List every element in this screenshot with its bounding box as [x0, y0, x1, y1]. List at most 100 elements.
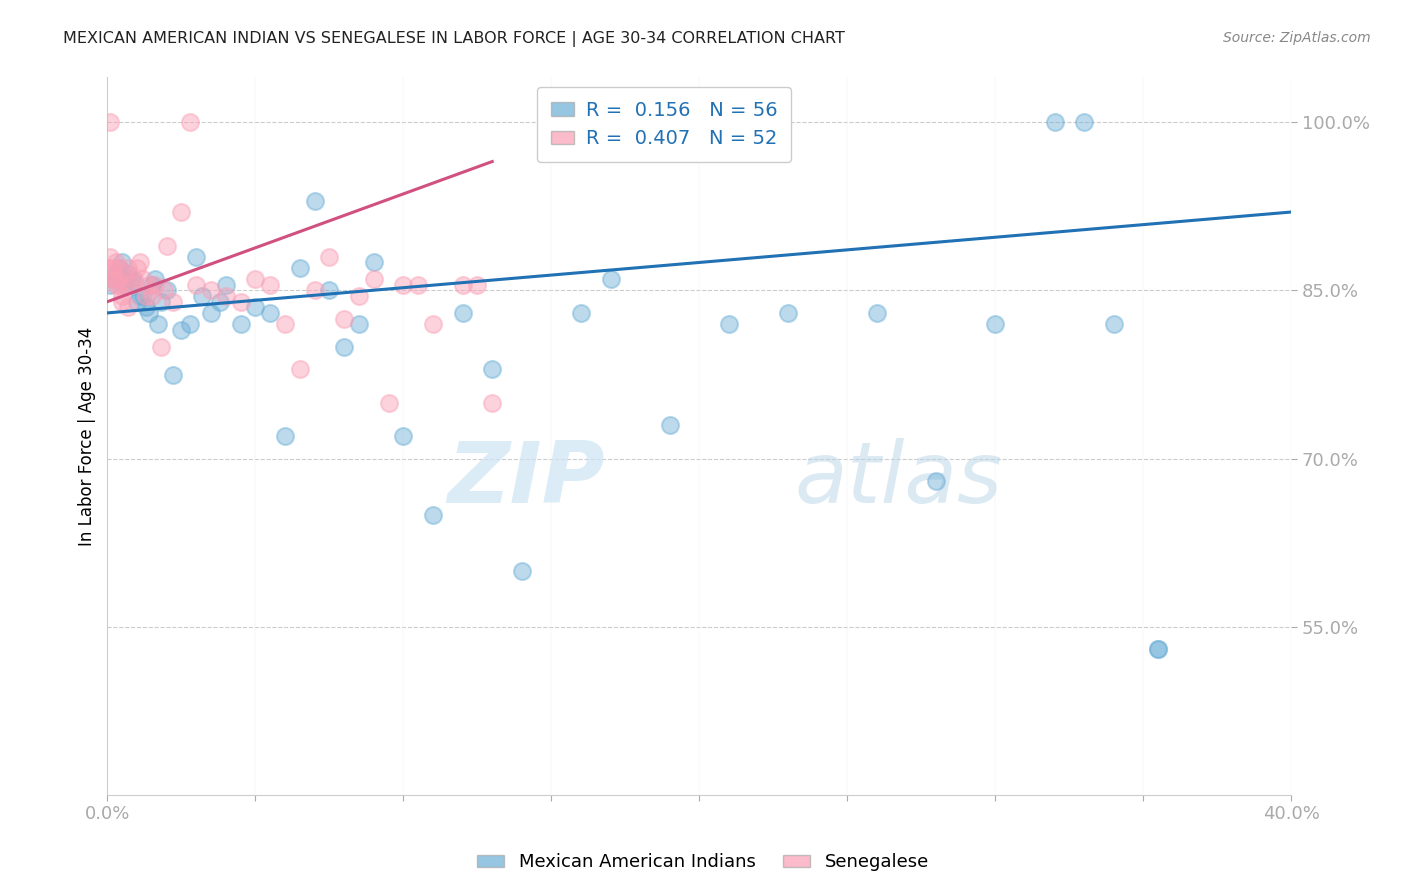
Point: [718, 317, 741, 331]
Point: [149, 340, 172, 354]
Point: [208, 294, 231, 309]
Point: [98, 261, 121, 276]
Point: [98, 277, 121, 292]
Point: [117, 261, 139, 276]
Point: [120, 277, 142, 292]
Point: [406, 277, 429, 292]
Point: [347, 317, 370, 331]
Point: [481, 395, 503, 409]
Point: [132, 272, 155, 286]
Point: [186, 250, 208, 264]
Point: [170, 323, 193, 337]
Point: [569, 306, 592, 320]
Text: Source: ZipAtlas.com: Source: ZipAtlas.com: [1223, 31, 1371, 45]
Point: [599, 272, 621, 286]
Point: [155, 284, 177, 298]
Point: [103, 267, 125, 281]
Point: [422, 508, 444, 522]
Point: [98, 115, 121, 129]
Legend: Mexican American Indians, Senegalese: Mexican American Indians, Senegalese: [470, 847, 936, 879]
Point: [105, 277, 128, 292]
Point: [135, 301, 157, 315]
Point: [152, 284, 174, 298]
Point: [984, 317, 1007, 331]
Point: [108, 277, 131, 292]
Point: [135, 289, 157, 303]
Point: [392, 429, 415, 443]
Text: MEXICAN AMERICAN INDIAN VS SENEGALESE IN LABOR FORCE | AGE 30-34 CORRELATION CHA: MEXICAN AMERICAN INDIAN VS SENEGALESE IN…: [63, 31, 845, 47]
Point: [179, 317, 201, 331]
Point: [422, 317, 444, 331]
Point: [125, 294, 148, 309]
Point: [132, 289, 155, 303]
Point: [274, 429, 297, 443]
Point: [111, 255, 134, 269]
Point: [117, 301, 139, 315]
Y-axis label: In Labor Force | Age 30-34: In Labor Force | Age 30-34: [79, 326, 96, 546]
Point: [143, 277, 166, 292]
Point: [259, 277, 281, 292]
Point: [229, 294, 252, 309]
Point: [1043, 115, 1066, 129]
Point: [143, 272, 166, 286]
Point: [392, 277, 415, 292]
Point: [179, 115, 201, 129]
Point: [108, 261, 131, 276]
Point: [245, 301, 267, 315]
Point: [105, 272, 128, 286]
Point: [866, 306, 889, 320]
Point: [105, 255, 128, 269]
Point: [229, 317, 252, 331]
Point: [103, 272, 125, 286]
Point: [274, 317, 297, 331]
Point: [1073, 115, 1095, 129]
Point: [114, 277, 136, 292]
Point: [138, 277, 160, 292]
Point: [186, 277, 208, 292]
Legend: R =  0.156   N = 56, R =  0.407   N = 52: R = 0.156 N = 56, R = 0.407 N = 52: [537, 87, 790, 162]
Point: [318, 284, 340, 298]
Point: [141, 289, 163, 303]
Point: [333, 340, 356, 354]
Point: [103, 261, 125, 276]
Point: [125, 261, 148, 276]
Point: [129, 289, 152, 303]
Point: [122, 272, 145, 286]
Point: [155, 238, 177, 252]
Point: [191, 289, 214, 303]
Point: [138, 306, 160, 320]
Point: [333, 311, 356, 326]
Point: [103, 272, 125, 286]
Point: [111, 289, 134, 303]
Point: [200, 284, 222, 298]
Point: [120, 272, 142, 286]
Point: [304, 284, 326, 298]
Point: [111, 272, 134, 286]
Point: [318, 250, 340, 264]
Point: [304, 194, 326, 208]
Point: [129, 255, 152, 269]
Point: [467, 277, 489, 292]
Point: [288, 362, 311, 376]
Point: [162, 368, 184, 382]
Point: [149, 294, 172, 309]
Point: [451, 277, 474, 292]
Point: [363, 255, 385, 269]
Point: [200, 306, 222, 320]
Point: [114, 267, 136, 281]
Point: [510, 564, 533, 578]
Point: [658, 418, 681, 433]
Point: [377, 395, 399, 409]
Point: [245, 272, 267, 286]
Point: [111, 294, 134, 309]
Point: [105, 267, 128, 281]
Point: [288, 261, 311, 276]
Point: [114, 277, 136, 292]
Point: [146, 317, 169, 331]
Point: [170, 205, 193, 219]
Text: atlas: atlas: [794, 438, 1002, 521]
Point: [122, 275, 145, 289]
Point: [778, 306, 800, 320]
Text: ZIP: ZIP: [447, 438, 605, 521]
Point: [1147, 642, 1170, 657]
